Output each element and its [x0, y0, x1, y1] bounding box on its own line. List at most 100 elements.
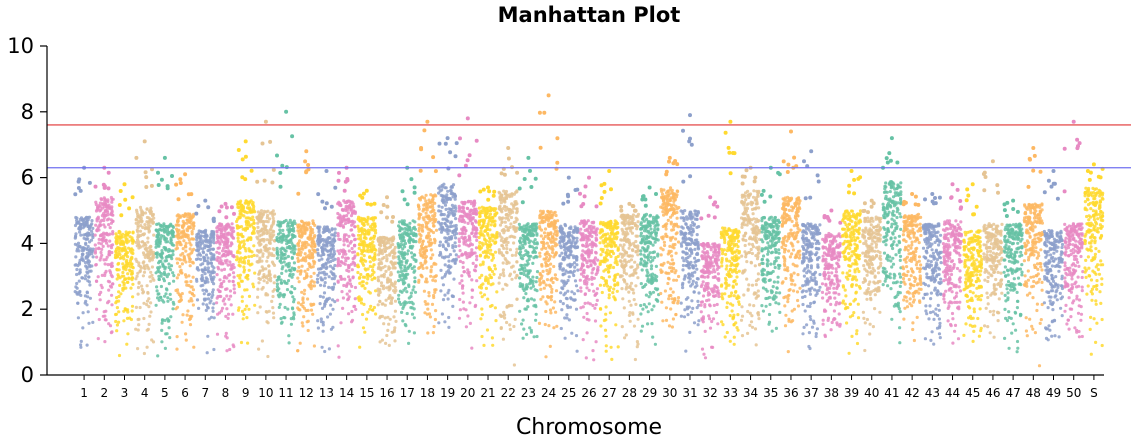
- data-point: [331, 307, 335, 311]
- data-point: [134, 217, 138, 221]
- data-point: [102, 223, 106, 227]
- data-point: [87, 275, 91, 279]
- data-point: [391, 235, 396, 239]
- data-point: [93, 243, 97, 247]
- data-point: [110, 200, 114, 204]
- data-point: [493, 264, 497, 268]
- data-point: [504, 196, 509, 201]
- data-point: [479, 291, 483, 295]
- data-point: [215, 234, 219, 238]
- data-point: [485, 243, 489, 247]
- data-point: [561, 273, 565, 277]
- data-point: [565, 313, 569, 317]
- data-point: [383, 316, 387, 320]
- data-point: [211, 309, 215, 313]
- data-point: [429, 256, 433, 260]
- data-point: [502, 239, 506, 244]
- data-point: [393, 266, 397, 270]
- data-point: [146, 290, 150, 295]
- data-point: [401, 232, 405, 236]
- data-point: [446, 189, 450, 193]
- data-point: [80, 222, 85, 226]
- data-point: [336, 258, 340, 262]
- data-point: [328, 236, 332, 240]
- data-point: [576, 268, 580, 272]
- data-point: [239, 256, 243, 260]
- data-point: [373, 216, 378, 220]
- data-point: [345, 177, 350, 181]
- data-point: [142, 301, 146, 305]
- data-point: [513, 235, 517, 239]
- data-point: [478, 253, 483, 257]
- data-point: [522, 327, 526, 331]
- data-point: [291, 307, 295, 311]
- data-point: [468, 301, 472, 305]
- data-point: [106, 244, 110, 248]
- data-point: [145, 284, 149, 288]
- data-point: [487, 240, 492, 244]
- data-point: [466, 314, 470, 318]
- data-point: [430, 209, 434, 213]
- data-point: [358, 219, 362, 223]
- data-point: [448, 189, 453, 193]
- data-point: [230, 222, 234, 226]
- data-point: [539, 276, 543, 280]
- data-point: [472, 204, 476, 208]
- data-point: [477, 211, 481, 215]
- data-point: [306, 328, 310, 333]
- data-point: [284, 249, 288, 253]
- data-point: [136, 292, 140, 296]
- data-point: [239, 232, 243, 236]
- data-point: [347, 312, 351, 316]
- data-point: [492, 209, 497, 213]
- data-point: [385, 280, 390, 284]
- data-point: [99, 223, 103, 227]
- data-point: [361, 249, 366, 253]
- data-point: [515, 250, 519, 255]
- data-point: [443, 263, 447, 267]
- data-point: [377, 293, 381, 297]
- data-point: [217, 311, 222, 315]
- data-point: [338, 223, 342, 227]
- data-point: [447, 210, 451, 214]
- data-point: [385, 204, 390, 209]
- data-point: [361, 261, 365, 265]
- data-point: [339, 248, 343, 252]
- data-point: [437, 204, 441, 208]
- data-point: [539, 209, 543, 213]
- peak-point-6: [183, 172, 188, 177]
- data-point: [535, 334, 539, 339]
- data-point: [176, 197, 181, 202]
- data-point: [91, 320, 95, 324]
- data-point: [544, 300, 548, 304]
- data-point: [336, 234, 340, 238]
- data-point: [497, 207, 502, 211]
- data-point: [491, 193, 496, 198]
- data-point: [228, 273, 232, 277]
- data-point: [287, 334, 291, 338]
- data-point: [150, 258, 154, 262]
- data-point: [379, 281, 384, 285]
- data-point: [297, 307, 301, 311]
- data-point: [539, 287, 543, 291]
- data-point: [117, 294, 121, 299]
- data-point: [303, 288, 307, 292]
- data-point: [312, 302, 316, 306]
- data-point: [211, 288, 215, 292]
- data-point: [172, 279, 176, 283]
- data-point: [241, 317, 245, 321]
- data-point: [318, 294, 322, 298]
- data-point: [559, 224, 563, 228]
- data-point: [520, 322, 524, 326]
- data-point: [91, 226, 95, 230]
- data-point: [518, 268, 522, 272]
- data-point: [537, 321, 542, 325]
- data-point: [184, 338, 188, 342]
- data-point: [270, 180, 275, 185]
- data-point: [175, 347, 179, 351]
- data-point: [151, 253, 155, 257]
- data-point: [97, 247, 101, 251]
- data-point: [534, 280, 538, 284]
- data-point: [106, 170, 111, 175]
- data-point: [535, 289, 539, 293]
